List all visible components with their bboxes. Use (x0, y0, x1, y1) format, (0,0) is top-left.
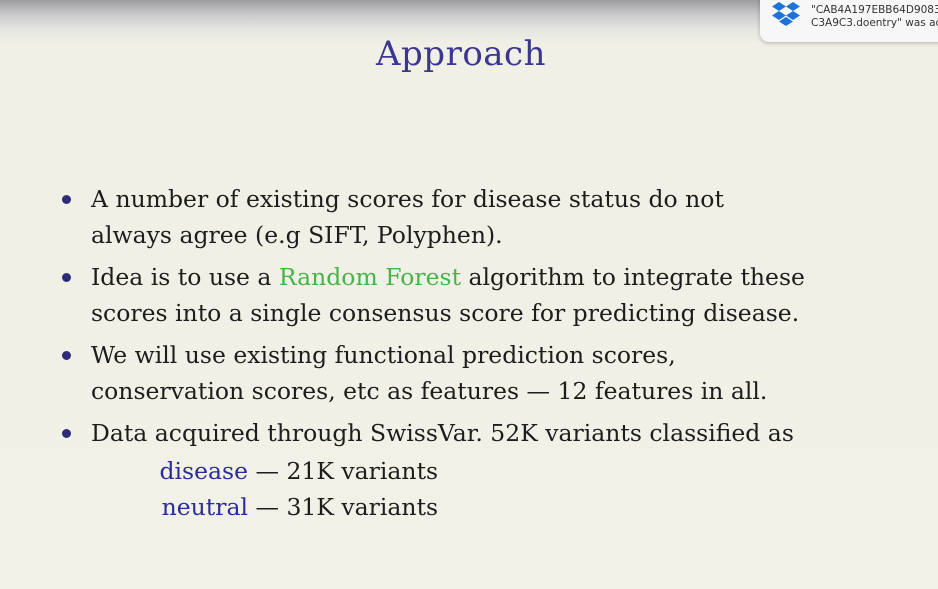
class-label-neutral: neutral (161, 493, 248, 521)
bullet-dot-icon (62, 195, 71, 204)
dropbox-notification[interactable]: "CAB4A197EBB64D9083 C3A9C3.doentry" was … (760, 0, 938, 42)
bullet-dot-icon (62, 429, 71, 438)
bullet-line: conservation scores, etc as features — 1… (91, 377, 768, 405)
notification-text: "CAB4A197EBB64D9083 C3A9C3.doentry" was … (811, 4, 938, 30)
bullet-item: A number of existing scores for disease … (60, 181, 920, 253)
class-label-disease: disease (159, 457, 248, 485)
bullet-list: A number of existing scores for disease … (60, 181, 920, 531)
bullet-line: Data acquired through SwissVar. 52K vari… (91, 419, 794, 447)
bullet-item: We will use existing functional predicti… (60, 337, 920, 409)
slide-title: Approach (375, 34, 546, 74)
bullet-dot-icon (62, 351, 71, 360)
class-list: disease — 21K variants neutral — 31K var… (155, 453, 920, 525)
bullet-text: algorithm to integrate these (461, 263, 805, 291)
bullet-text: Idea is to use a (91, 263, 279, 291)
random-forest-highlight: Random Forest (278, 263, 462, 291)
class-count: — 31K variants (255, 493, 439, 521)
bullet-line: We will use existing functional predicti… (91, 341, 676, 369)
class-item-disease: disease — 21K variants (155, 453, 920, 489)
class-count: — 21K variants (255, 457, 439, 485)
notification-line: "CAB4A197EBB64D9083 (811, 4, 938, 16)
bullet-item: Data acquired through SwissVar. 52K vari… (60, 415, 920, 525)
dropbox-icon (771, 0, 801, 28)
bullet-line: always agree (e.g SIFT, Polyphen). (91, 221, 503, 249)
class-item-neutral: neutral — 31K variants (155, 489, 920, 525)
bullet-line: scores into a single consensus score for… (91, 299, 800, 327)
notification-line: C3A9C3.doentry" was ac (811, 17, 938, 29)
bullet-item: Idea is to use a Random Forest algorithm… (60, 259, 920, 331)
bullet-line: Idea is to use a Random Forest algorithm… (91, 259, 920, 295)
bullet-line: A number of existing scores for disease … (91, 185, 724, 213)
bullet-dot-icon (62, 273, 71, 282)
